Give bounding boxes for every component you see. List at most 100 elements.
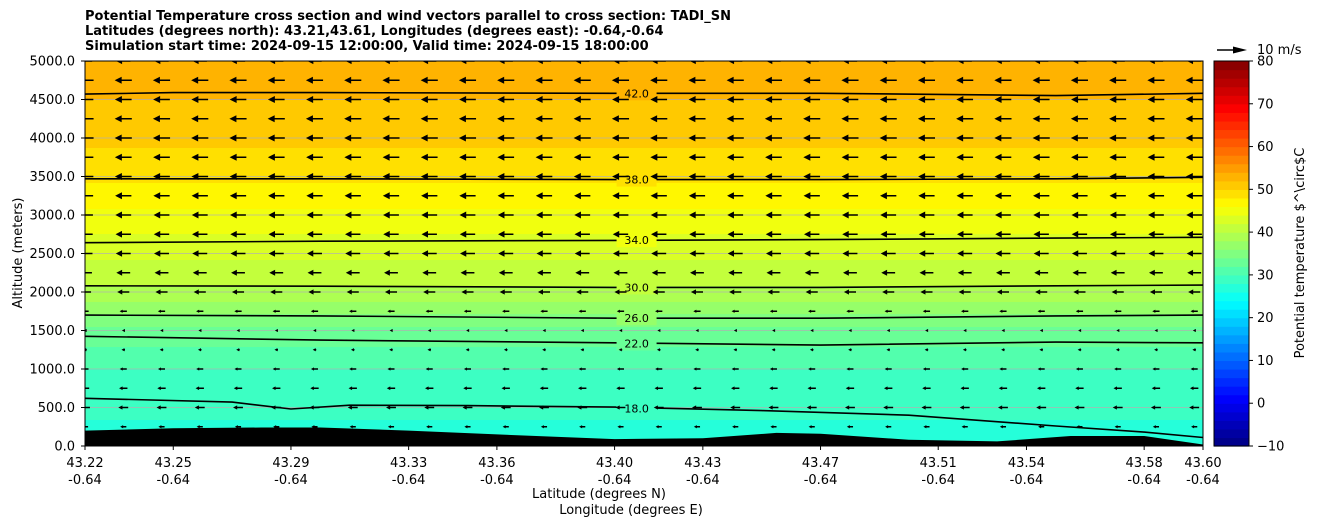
wind-vector	[1147, 96, 1165, 103]
wind-vector	[881, 269, 896, 276]
wind-vector	[267, 134, 285, 142]
wind-vector	[726, 173, 744, 180]
wind-vector	[157, 309, 166, 313]
wind-vector	[730, 405, 741, 410]
wind-vector	[573, 96, 591, 103]
wind-vector	[458, 115, 477, 123]
wind-vector	[574, 230, 590, 238]
wind-vector	[351, 328, 355, 333]
wind-vector	[121, 328, 125, 333]
wind-vector	[1032, 134, 1050, 142]
wind-vector	[271, 405, 282, 410]
wind-vector	[695, 328, 699, 333]
wind-vector	[234, 367, 242, 371]
wind-vector	[197, 348, 202, 352]
terrain-shape	[85, 427, 1203, 446]
wind-vector	[809, 348, 814, 352]
wind-vector	[427, 328, 431, 333]
wind-vector	[1032, 115, 1050, 123]
wind-vector	[501, 386, 510, 391]
wind-vector	[650, 173, 668, 180]
colorbar-label: Potential temperature $^\circ$C	[1293, 148, 1308, 359]
wind-vector	[120, 425, 127, 429]
wind-vector	[540, 425, 548, 429]
wind-vector	[121, 348, 126, 352]
colorbar-bin	[1214, 326, 1249, 336]
contour-label: 18.0	[624, 403, 649, 416]
wind-vector	[731, 309, 739, 313]
wind-vector	[535, 96, 553, 103]
wind-vector	[502, 309, 510, 313]
wind-vector	[574, 250, 590, 257]
wind-vector	[152, 76, 171, 84]
wind-vector	[196, 309, 204, 313]
wind-vector	[577, 405, 588, 410]
wind-vector	[1147, 76, 1165, 84]
wind-vector	[956, 96, 974, 103]
wind-vector	[192, 250, 208, 257]
colorbar-bin	[1214, 95, 1249, 105]
wind-vector	[880, 192, 897, 200]
wind-vector	[497, 76, 515, 84]
wind-vector	[305, 134, 324, 142]
wind-vector	[349, 425, 356, 429]
wind-vector	[462, 405, 473, 410]
wind-vector	[307, 250, 322, 257]
wind-vector	[650, 76, 668, 84]
wind-vector	[1070, 134, 1089, 142]
x-tick-label: 43.54	[1008, 456, 1045, 471]
wind-vector	[1110, 269, 1125, 276]
x-tick-label: 43.43	[684, 456, 721, 471]
wind-vector	[116, 269, 131, 276]
terrain	[85, 427, 1203, 446]
wind-vector	[770, 425, 777, 429]
wind-vector	[995, 250, 1011, 257]
y-tick-label: 2500.0	[30, 247, 76, 262]
contour-30.0: 30.0	[85, 280, 1203, 295]
wind-vector	[307, 269, 322, 276]
x-tick-label-2: -0.64	[1127, 473, 1161, 488]
wind-vector	[882, 289, 895, 295]
wind-vector	[956, 134, 974, 142]
wind-vector	[504, 328, 508, 333]
wind-vector	[956, 76, 974, 84]
wind-vector	[689, 211, 705, 219]
wind-vector	[1149, 289, 1162, 295]
colorbar-bin	[1214, 360, 1249, 370]
wind-vector	[383, 230, 399, 238]
wind-vector	[195, 386, 204, 391]
wind-vector	[651, 250, 667, 257]
wind-vector	[1111, 289, 1124, 295]
wind-vector	[313, 328, 317, 333]
wind-vector	[999, 425, 1007, 429]
wind-vector	[231, 269, 245, 276]
wind-vector	[961, 309, 969, 313]
wind-vector	[729, 289, 742, 295]
wind-vector	[732, 425, 739, 429]
wind-vector	[458, 134, 477, 142]
wind-vector	[152, 115, 171, 123]
wind-vector	[535, 134, 553, 142]
wind-vector	[382, 115, 400, 123]
wind-vector	[879, 96, 897, 103]
wind-vector	[310, 309, 319, 313]
x-tick-label: 43.33	[390, 456, 427, 471]
wind-vector	[230, 61, 246, 65]
wind-vector	[693, 425, 701, 429]
wind-vector	[806, 405, 817, 410]
x-tick-label-2: -0.64	[392, 473, 426, 488]
wind-vector	[885, 425, 892, 429]
wind-vector	[153, 96, 170, 103]
wind-vector	[997, 405, 1008, 410]
wind-vector	[960, 386, 969, 391]
wind-vector	[1032, 96, 1050, 103]
wind-vector	[229, 192, 247, 200]
wind-vector	[575, 269, 590, 276]
contour-22.0: 22.0	[85, 335, 1203, 351]
wind-vector	[85, 156, 94, 158]
wind-vector	[579, 425, 586, 429]
x-tick-label-2: -0.64	[156, 473, 190, 488]
wind-vector	[497, 115, 515, 123]
wind-vector	[115, 230, 131, 238]
wind-vector	[497, 153, 515, 161]
